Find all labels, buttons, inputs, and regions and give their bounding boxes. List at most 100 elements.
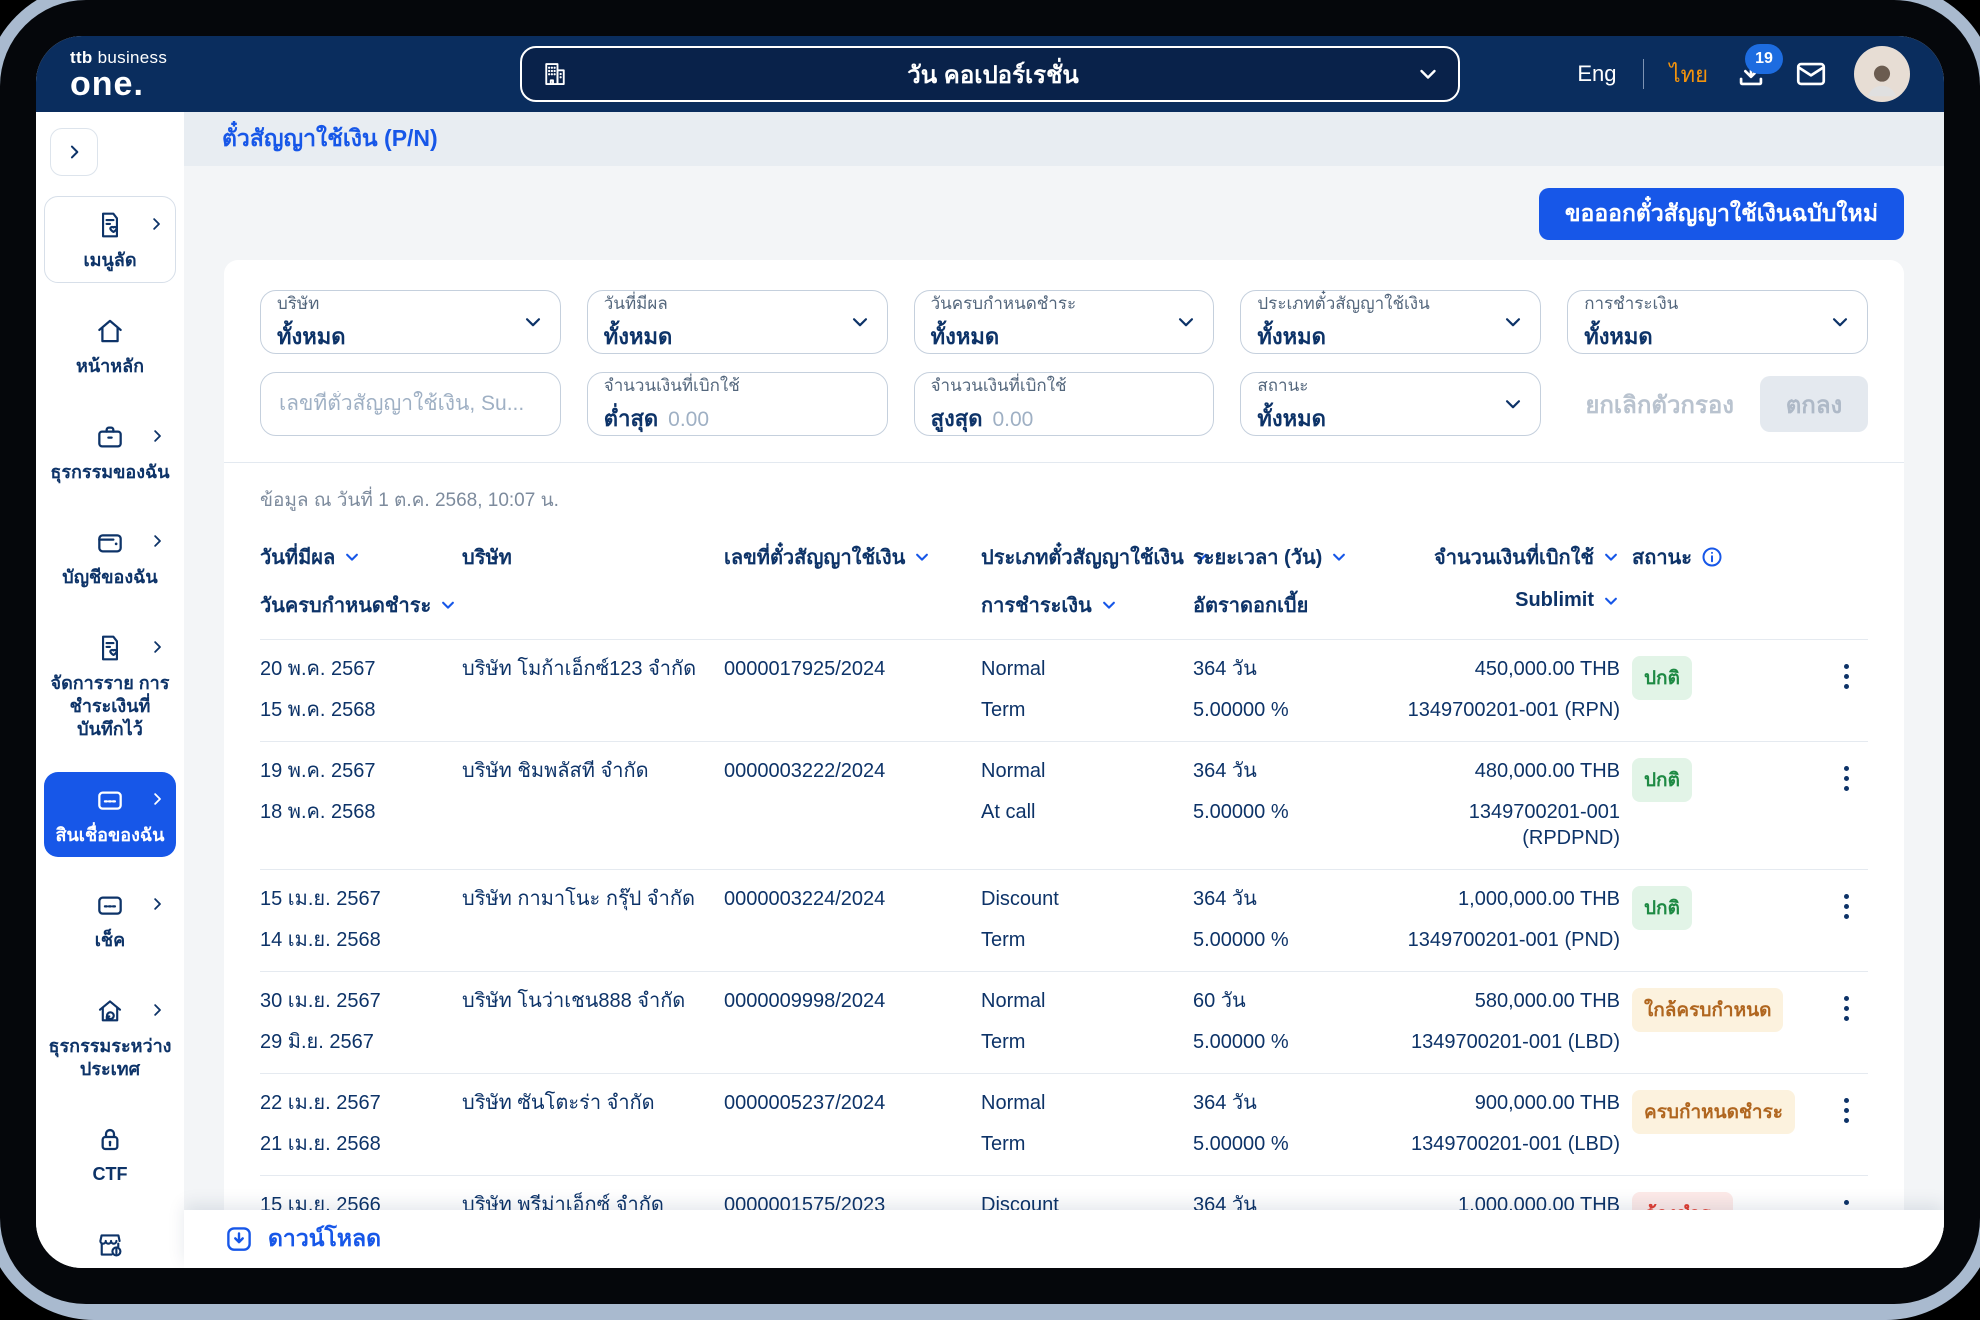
search-input[interactable] (277, 391, 544, 417)
filter-dropdown-4[interactable]: การชำระเงิน ทั้งหมด (1567, 290, 1868, 354)
download-bar[interactable]: ดาวน์โหลด (184, 1210, 1944, 1268)
sidebar-item-prompbiz[interactable]: PrompBiz (44, 1217, 176, 1268)
amount: 450,000.00 THB (1474, 658, 1620, 680)
status-filter-dropdown[interactable]: สถานะ ทั้งหมด (1240, 372, 1542, 436)
sort-payment[interactable]: การชำระเงิน (981, 589, 1181, 621)
sort-chevron-icon (1100, 596, 1118, 614)
status-badge: ปกติ (1632, 758, 1692, 802)
chevron-right-icon (148, 790, 166, 808)
effective-date: 15 เม.ย. 2567 (260, 888, 381, 910)
sort-amount[interactable]: จำนวนเงินที่เบิกใช้ (1370, 541, 1620, 573)
sort-effective-date[interactable]: วันที่มีผล (260, 541, 450, 573)
note-number: 0000009998/2024 (724, 990, 886, 1012)
sidebar-item-label: สินเชื่อของฉัน (55, 824, 165, 845)
table-row: 19 พ.ค. 2567 18 พ.ค. 2568 บริษัท ชิมพลัส… (260, 741, 1868, 869)
page-title: ตั๋วสัญญาใช้เงิน (P/N) (222, 125, 438, 151)
sort-sublimit[interactable]: Sublimit (1370, 589, 1620, 612)
note-type: Discount (981, 1194, 1059, 1210)
sidebar-item-my-transactions[interactable]: ธุรกรรมของฉัน (44, 409, 176, 494)
clear-filters-button[interactable]: ยกเลิกตัวกรอง (1585, 391, 1734, 419)
page-content: ขอออกตั๋วสัญญาใช้เงินฉบับใหม่ บริษัท ทั้… (184, 166, 1944, 1210)
filter-dropdown-3[interactable]: ประเภทตั๋วสัญญาใช้เงิน ทั้งหมด (1240, 290, 1542, 354)
days: 364 วัน (1193, 1194, 1257, 1210)
interest-rate: 5.00000 % (1193, 801, 1289, 823)
home-icon (94, 315, 126, 347)
days: 364 วัน (1193, 888, 1257, 910)
due-date: 29 มิ.ย. 2567 (260, 1031, 374, 1053)
avatar[interactable] (1854, 46, 1910, 102)
doc-heart-icon (94, 632, 126, 664)
sidebar-item-international[interactable]: ธุรกรรมระหว่างประเทศ (44, 983, 176, 1092)
status-badge: ค้างชำระ (1632, 1192, 1733, 1210)
filter-dropdown-2[interactable]: วันครบกำหนดชำระ ทั้งหมด (913, 290, 1215, 354)
sidebar-item-shortcut-menu[interactable]: เมนูลัด (44, 196, 176, 284)
header-company: บริษัท (462, 547, 512, 569)
amount-min-input[interactable] (666, 407, 871, 433)
sublimit: 1349700201-001 (RPDPND) (1468, 801, 1620, 849)
sidebar-item-saved-payments[interactable]: จัดการราย การชำระเงินที่ บันทึกไว้ (44, 620, 176, 752)
mail-icon[interactable] (1794, 57, 1828, 91)
amount: 1,000,000.00 THB (1458, 888, 1620, 910)
note-type: Normal (981, 760, 1046, 782)
sort-days[interactable]: ระยะเวลา (วัน) (1193, 541, 1358, 573)
amount-max-field[interactable]: จำนวนเงินที่เบิกใช้ สูงสุด (913, 372, 1215, 436)
sidebar-item-home[interactable]: หน้าหลัก (44, 303, 176, 388)
company-name: บริษัท โนว่าเชน888 จำกัด (462, 990, 686, 1012)
new-promissory-note-button[interactable]: ขอออกตั๋วสัญญาใช้เงินฉบับใหม่ (1538, 188, 1904, 240)
sidebar-item-cheque[interactable]: เช็ค (44, 877, 176, 962)
sidebar-item-ctf[interactable]: CTF (44, 1111, 176, 1196)
filter-label: วันที่มีผล (603, 294, 668, 313)
download-center-button[interactable]: 19 (1734, 44, 1783, 91)
filter-dropdown-1[interactable]: วันที่มีผล ทั้งหมด (586, 290, 888, 354)
sort-due-date[interactable]: วันครบกำหนดชำระ (260, 589, 455, 621)
company-selector-value: วัน คอเปอร์เรชั่น (907, 61, 1079, 89)
amount: 900,000.00 THB (1474, 1092, 1620, 1114)
amount-max-input[interactable] (990, 407, 1198, 433)
row-actions-menu[interactable] (1824, 1192, 1868, 1210)
filter-label: ประเภทตั๋วสัญญาใช้เงิน (1257, 294, 1430, 313)
company-selector[interactable]: วัน คอเปอร์เรชั่น (520, 46, 1460, 102)
download-label: ดาวน์โหลด (268, 1225, 382, 1251)
sidebar-item-my-accounts[interactable]: บัญชีของฉัน (44, 514, 176, 599)
note-number: 0000005237/2024 (724, 1092, 886, 1114)
sort-chevron-icon (1602, 592, 1620, 610)
chevron-right-icon (147, 215, 165, 233)
status-badge: ครบกำหนดชำระ (1632, 1090, 1795, 1134)
amount-min-field[interactable]: จำนวนเงินที่เบิกใช้ ต่ำสุด (586, 372, 888, 436)
status-info-icon[interactable] (1700, 545, 1724, 569)
sublimit: 1349700201-001 (RPN) (1407, 699, 1620, 721)
doc-heart-icon (94, 209, 126, 241)
row-actions-menu[interactable] (1824, 656, 1868, 723)
interest-rate: 5.00000 % (1193, 929, 1289, 951)
apply-filters-button[interactable]: ตกลง (1759, 376, 1868, 432)
chevron-down-icon (1829, 311, 1851, 333)
payment-type: Term (981, 699, 1026, 721)
briefcase-icon (94, 421, 126, 453)
row-actions-menu[interactable] (1824, 758, 1868, 851)
sort-note-number[interactable]: เลขที่ตั๋วสัญญาใช้เงิน (724, 541, 969, 573)
filter-dropdown-0[interactable]: บริษัท ทั้งหมด (260, 290, 561, 354)
status-filter-value: ทั้งหมด (1257, 406, 1326, 431)
filter-label: บริษัท (277, 294, 320, 313)
pn-number-search-field[interactable] (260, 372, 561, 436)
row-actions-menu[interactable] (1824, 1090, 1868, 1157)
status-badge: ปกติ (1632, 886, 1692, 930)
chevron-right-icon (148, 1001, 166, 1019)
filter-section: บริษัท ทั้งหมด วันที่มีผล ทั้งหมด วันครบ… (260, 290, 1868, 436)
payment-type: Term (981, 1031, 1026, 1053)
sort-note-type[interactable]: ประเภทตั๋วสัญญาใช้เงิน (981, 541, 1207, 573)
sort-chevron-icon (1192, 548, 1210, 566)
note-type: Normal (981, 658, 1046, 680)
filter-label: การชำระเงิน (1584, 294, 1679, 313)
lang-eng-button[interactable]: Eng (1577, 61, 1617, 86)
sort-chevron-icon (1602, 548, 1620, 566)
days: 364 วัน (1193, 658, 1257, 680)
row-actions-menu[interactable] (1824, 988, 1868, 1055)
sidebar-item-my-loans[interactable]: สินเชื่อของฉัน (44, 771, 176, 858)
chevron-right-icon (148, 427, 166, 445)
chevron-down-icon (522, 311, 544, 333)
lang-thai-button[interactable]: ไทย (1669, 61, 1708, 87)
sidebar-collapse-button[interactable] (50, 128, 98, 176)
sidebar-item-label: บัญชีของฉัน (62, 567, 158, 588)
row-actions-menu[interactable] (1824, 886, 1868, 953)
